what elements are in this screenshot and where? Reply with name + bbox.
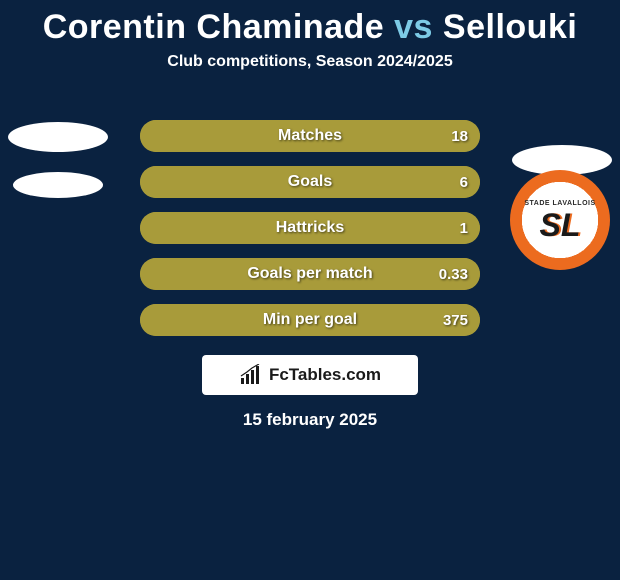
badge-main-text: SL bbox=[524, 209, 595, 241]
bar-value-right: 1 bbox=[448, 212, 480, 244]
vs-text: vs bbox=[394, 8, 433, 46]
bar-value-right: 375 bbox=[431, 304, 480, 336]
stat-bar: Matches18 bbox=[140, 120, 480, 152]
bar-value-left bbox=[140, 258, 164, 290]
bar-value-right: 6 bbox=[448, 166, 480, 198]
chart-icon bbox=[239, 364, 263, 386]
placeholder-ellipse bbox=[8, 122, 108, 152]
subtitle: Club competitions, Season 2024/2025 bbox=[0, 53, 620, 71]
badge-top-text: STADE LAVALLOIS bbox=[524, 200, 595, 207]
bar-label: Matches bbox=[140, 120, 480, 152]
bar-label: Min per goal bbox=[140, 304, 480, 336]
stat-bar: Goals6 bbox=[140, 166, 480, 198]
bar-value-left bbox=[140, 120, 164, 152]
stats-bars: Matches18 Goals6 Hattricks1 Goals per match… bbox=[140, 120, 480, 350]
stat-bar: Goals per match0.33 bbox=[140, 258, 480, 290]
stat-bar: Min per goal375 bbox=[140, 304, 480, 336]
comparison-title: Corentin Chaminade vs Sellouki bbox=[0, 0, 620, 47]
player2-name: Sellouki bbox=[443, 8, 577, 46]
placeholder-ellipse bbox=[13, 172, 103, 198]
player1-avatar bbox=[8, 110, 108, 210]
source-logo-text: FcTables.com bbox=[269, 365, 381, 385]
player1-name: Corentin Chaminade bbox=[43, 8, 384, 46]
club-badge: STADE LAVALLOIS SL bbox=[510, 170, 610, 270]
snapshot-date: 15 february 2025 bbox=[0, 410, 620, 430]
club-badge-inner: STADE LAVALLOIS SL bbox=[524, 200, 595, 241]
stat-bar: Hattricks1 bbox=[140, 212, 480, 244]
bar-value-left bbox=[140, 304, 164, 336]
bar-label: Goals bbox=[140, 166, 480, 198]
bar-value-right: 0.33 bbox=[427, 258, 480, 290]
source-logo: FcTables.com bbox=[202, 355, 418, 395]
bar-value-left bbox=[140, 166, 164, 198]
bar-value-left bbox=[140, 212, 164, 244]
bar-value-right: 18 bbox=[439, 120, 480, 152]
bar-label: Hattricks bbox=[140, 212, 480, 244]
